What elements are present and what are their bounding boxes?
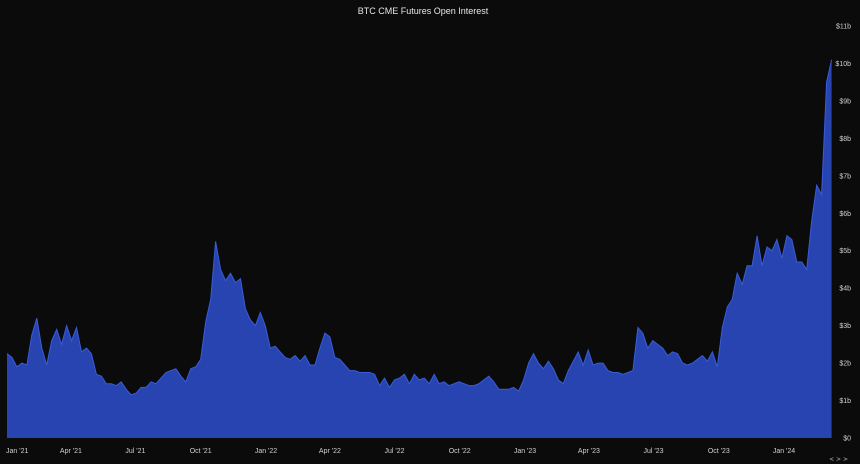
y-tick-label: $1b <box>839 398 851 405</box>
x-tick-label: Apr '21 <box>60 448 82 455</box>
x-axis: Jan '21 Apr '21 Jul '21 Oct '21 Jan '22 Apr '… <box>6 448 795 455</box>
y-tick-label: $3b <box>839 323 851 330</box>
x-tick-label: Jan '24 <box>773 448 795 455</box>
y-tick-label: $8b <box>839 136 851 143</box>
open-interest-line <box>6 59 833 396</box>
y-axis: $0 $1b $2b $3b $4b $5b $6b $7b $8b $9b $10b $11b <box>835 24 851 443</box>
x-tick-label: Jul '22 <box>384 448 404 455</box>
x-tick-label: Oct '22 <box>449 448 471 455</box>
x-tick-label: Apr '22 <box>319 448 341 455</box>
y-tick-label: $10b <box>835 61 851 68</box>
x-tick-label: Jul '23 <box>643 448 663 455</box>
x-tick-label: Oct '21 <box>190 448 212 455</box>
navigator-arrows[interactable]: < > > <box>829 456 848 463</box>
y-tick-label: $5b <box>839 248 851 255</box>
y-tick-label: $0 <box>843 436 851 443</box>
x-tick-label: Jan '22 <box>255 448 277 455</box>
x-tick-label: Jan '23 <box>514 448 536 455</box>
y-tick-label: $11b <box>836 24 851 31</box>
chart-title: BTC CME Futures Open Interest <box>358 6 489 16</box>
y-tick-label: $6b <box>839 211 851 218</box>
x-tick-label: Oct '23 <box>708 448 730 455</box>
x-tick-label: Jul '21 <box>125 448 145 455</box>
x-tick-label: Jan '21 <box>6 448 28 455</box>
y-tick-label: $9b <box>839 98 851 105</box>
y-tick-label: $7b <box>839 173 851 180</box>
open-interest-area <box>7 59 832 438</box>
plot-area <box>6 59 833 438</box>
y-tick-label: $2b <box>839 361 851 368</box>
x-tick-label: Apr '23 <box>578 448 600 455</box>
y-tick-label: $4b <box>839 286 851 293</box>
